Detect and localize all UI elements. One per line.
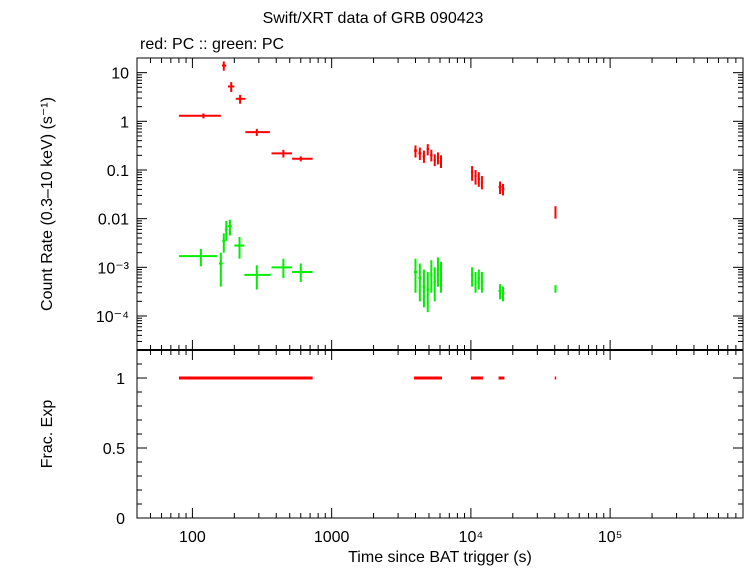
- y-tick-label: 10⁻⁴: [96, 309, 129, 326]
- green-series: [178, 219, 557, 313]
- red-series: [178, 61, 557, 219]
- y-tick-label: 0.01: [98, 212, 129, 229]
- chart-subtitle: red: PC :: green: PC: [140, 36, 285, 53]
- y-tick-label: 0.5: [103, 441, 125, 458]
- count-rate-panel: 10 1 0.1 0.01 10⁻³ 10⁻⁴: [96, 57, 744, 351]
- y-tick-label: 1: [120, 114, 129, 131]
- x-tick-label: 10⁵: [598, 529, 622, 546]
- frac-exp-frame: [136, 349, 744, 519]
- time-axis-label: Time since BAT trigger (s): [348, 549, 532, 566]
- y-tick-label: 0: [116, 511, 125, 528]
- frac-exp-axis-label: Frac. Exp: [39, 400, 56, 469]
- x-tick-label: 100: [179, 529, 206, 546]
- x-tick-label: 10⁴: [459, 529, 484, 546]
- count-rate-axis-label: Count Rate (0.3–10 keV) (s⁻¹): [39, 97, 56, 311]
- y-tick-label: 10⁻³: [97, 260, 129, 277]
- y-tick-label: 10: [111, 66, 129, 83]
- chart-title: Swift/XRT data of GRB 090423: [262, 10, 484, 27]
- y-tick-label: 1: [116, 371, 125, 388]
- y-tick-label: 0.1: [107, 163, 129, 180]
- fractional-exposure-panel: 100 1000 10⁴ 10⁵ 0 0.5 1: [103, 349, 744, 546]
- count-rate-frame: [136, 57, 744, 351]
- x-tick-label: 1000: [314, 529, 350, 546]
